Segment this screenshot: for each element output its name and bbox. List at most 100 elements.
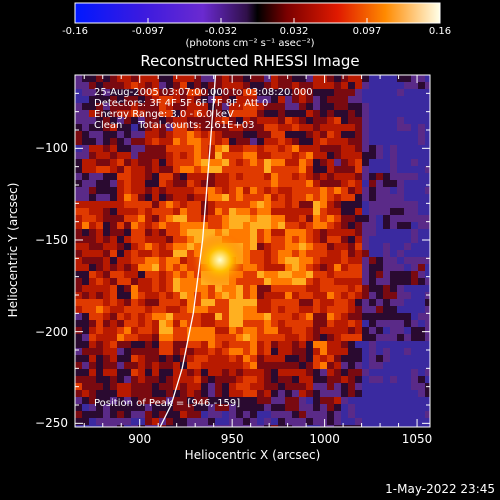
heatmap-cell: [96, 390, 103, 397]
heatmap-cell: [215, 138, 222, 145]
heatmap-cell: [89, 348, 96, 355]
heatmap-cell: [334, 243, 341, 250]
heatmap-cell: [376, 425, 383, 427]
heatmap-cell: [404, 404, 411, 411]
heatmap-cell: [222, 82, 229, 89]
heatmap-cell: [362, 75, 369, 82]
heatmap-cell: [404, 138, 411, 145]
heatmap-cell: [138, 215, 145, 222]
heatmap-cell: [362, 278, 369, 285]
x-tick-label: 900: [128, 432, 152, 446]
heatmap-cell: [138, 229, 145, 236]
heatmap-cell: [278, 89, 285, 96]
heatmap-cell: [215, 306, 222, 313]
heatmap-cell: [271, 390, 278, 397]
heatmap-cell: [411, 208, 418, 215]
heatmap-cell: [201, 166, 208, 173]
heatmap-cell: [103, 299, 110, 306]
x-tick-label: 1050: [401, 432, 433, 446]
heatmap-cell: [124, 138, 131, 145]
heatmap-cell: [152, 131, 159, 138]
heatmap-cell: [313, 166, 320, 173]
heatmap-cell: [425, 355, 430, 362]
heatmap-cell: [334, 145, 341, 152]
heatmap-cell: [348, 355, 355, 362]
heatmap-cell: [404, 348, 411, 355]
heatmap-cell: [131, 369, 138, 376]
heatmap-cell: [82, 299, 89, 306]
heatmap-cell: [369, 411, 376, 418]
heatmap-cell: [292, 103, 299, 110]
heatmap-cell: [89, 404, 96, 411]
heatmap-cell: [208, 411, 215, 418]
heatmap-cell: [173, 306, 180, 313]
heatmap-cell: [243, 390, 250, 397]
heatmap-cell: [117, 320, 124, 327]
heatmap-cell: [257, 264, 264, 271]
heatmap-cell: [145, 411, 152, 418]
heatmap-cell: [425, 96, 430, 103]
heatmap-cell: [376, 152, 383, 159]
heatmap-cell: [145, 404, 152, 411]
heatmap-cell: [285, 96, 292, 103]
heatmap-cell: [313, 299, 320, 306]
heatmap-cell: [250, 180, 257, 187]
heatmap-cell: [292, 82, 299, 89]
heatmap-cell: [75, 89, 82, 96]
heatmap-cell: [82, 285, 89, 292]
heatmap-cell: [82, 222, 89, 229]
heatmap-cell: [334, 215, 341, 222]
heatmap-cell: [222, 348, 229, 355]
heatmap-cell: [376, 138, 383, 145]
heatmap-cell: [75, 131, 82, 138]
heatmap-cell: [320, 215, 327, 222]
heatmap-cell: [313, 404, 320, 411]
colorbar-unit-label: (photons cm⁻² s⁻¹ asec⁻²): [185, 38, 315, 49]
heatmap-cell: [341, 390, 348, 397]
heatmap-cell: [173, 103, 180, 110]
heatmap-cell: [299, 355, 306, 362]
heatmap-cell: [264, 411, 271, 418]
heatmap-cell: [103, 229, 110, 236]
heatmap-cell: [425, 320, 430, 327]
heatmap-cell: [299, 229, 306, 236]
heatmap-cell: [369, 292, 376, 299]
heatmap-cell: [348, 362, 355, 369]
heatmap-cell: [236, 187, 243, 194]
heatmap-cell: [215, 369, 222, 376]
heatmap-cell: [208, 376, 215, 383]
heatmap-cell: [145, 383, 152, 390]
heatmap-cell: [348, 257, 355, 264]
heatmap-cell: [376, 383, 383, 390]
heatmap-cell: [425, 257, 430, 264]
heatmap-cell: [187, 145, 194, 152]
heatmap-cell: [341, 103, 348, 110]
heatmap-cell: [341, 215, 348, 222]
heatmap-cell: [131, 362, 138, 369]
heatmap-cell: [383, 103, 390, 110]
heatmap-cell: [411, 369, 418, 376]
heatmap-cell: [82, 208, 89, 215]
solar-limb-curve: [159, 74, 217, 428]
heatmap-cell: [166, 236, 173, 243]
heatmap-cell: [229, 222, 236, 229]
heatmap-cell: [124, 243, 131, 250]
heatmap-cell: [355, 166, 362, 173]
heatmap-cell: [264, 306, 271, 313]
heatmap-cell: [341, 152, 348, 159]
heatmap-cell: [299, 124, 306, 131]
heatmap-cell: [327, 292, 334, 299]
heatmap-cell: [159, 257, 166, 264]
heatmap-cell: [201, 397, 208, 404]
heatmap-cell: [257, 362, 264, 369]
heatmap-cell: [250, 334, 257, 341]
heatmap-cell: [103, 117, 110, 124]
heatmap-cell: [96, 362, 103, 369]
heatmap-cell: [194, 299, 201, 306]
heatmap-cell: [159, 285, 166, 292]
heatmap-cell: [236, 89, 243, 96]
heatmap-cell: [250, 117, 257, 124]
heatmap-cell: [397, 418, 404, 425]
heatmap-cell: [390, 110, 397, 117]
